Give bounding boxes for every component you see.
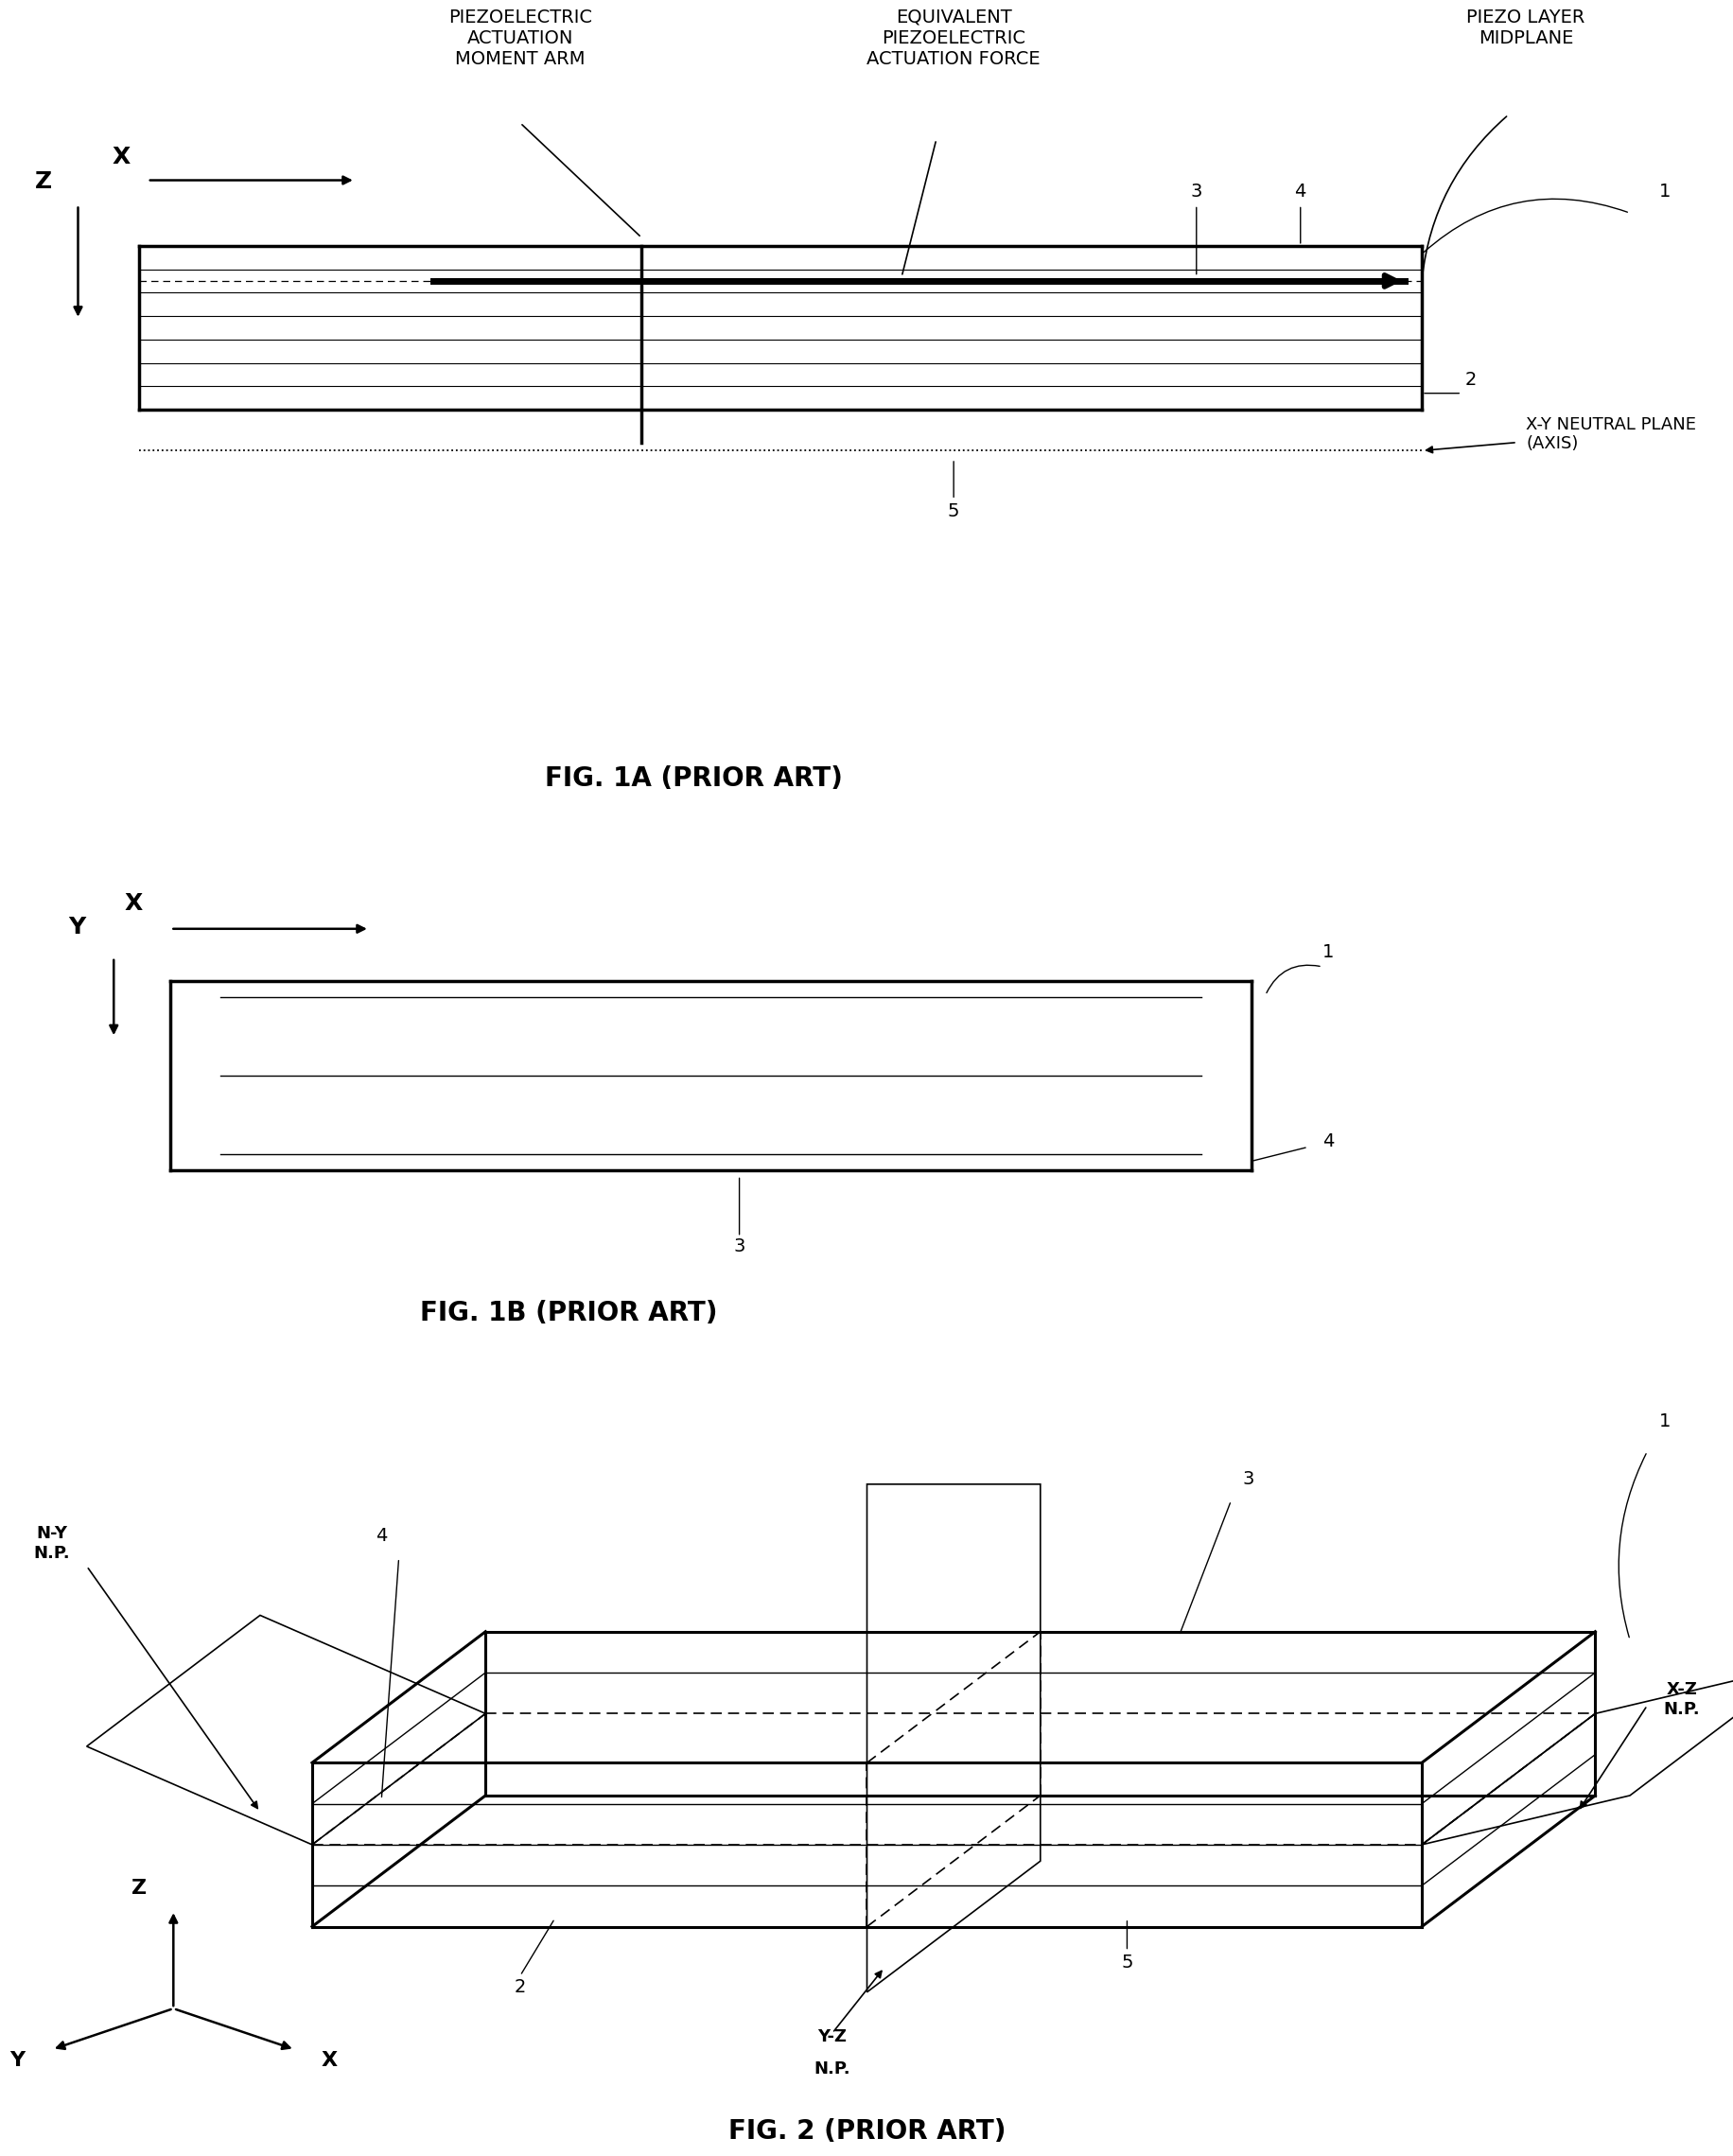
Text: 1: 1	[1658, 183, 1669, 201]
Text: FIG. 1A (PRIOR ART): FIG. 1A (PRIOR ART)	[544, 765, 842, 791]
Text: 5: 5	[948, 502, 958, 520]
Text: 3: 3	[1191, 183, 1201, 201]
Text: 4: 4	[376, 1526, 386, 1546]
Text: 2: 2	[1464, 371, 1477, 388]
Text: X: X	[111, 147, 130, 168]
Text: Y: Y	[68, 916, 85, 938]
Text: X: X	[321, 2050, 338, 2070]
Text: 3: 3	[733, 1238, 745, 1255]
Text: 4: 4	[1295, 183, 1305, 201]
Text: Y-Z: Y-Z	[818, 2029, 846, 2046]
Text: Z: Z	[35, 170, 52, 194]
Text: EQUIVALENT
PIEZOELECTRIC
ACTUATION FORCE: EQUIVALENT PIEZOELECTRIC ACTUATION FORCE	[866, 9, 1040, 67]
Text: X-Y NEUTRAL PLANE
(AXIS): X-Y NEUTRAL PLANE (AXIS)	[1525, 416, 1695, 453]
Text: N-Y
N.P.: N-Y N.P.	[33, 1524, 71, 1561]
Text: 5: 5	[1121, 1953, 1132, 1971]
Text: FIG. 2 (PRIOR ART): FIG. 2 (PRIOR ART)	[728, 2117, 1005, 2145]
Text: PIEZOELECTRIC
ACTUATION
MOMENT ARM: PIEZOELECTRIC ACTUATION MOMENT ARM	[449, 9, 591, 67]
Text: PIEZO LAYER
MIDPLANE: PIEZO LAYER MIDPLANE	[1466, 9, 1584, 47]
Text: Z: Z	[132, 1878, 146, 1897]
Text: FIG. 1B (PRIOR ART): FIG. 1B (PRIOR ART)	[419, 1300, 717, 1326]
Text: 2: 2	[515, 1977, 525, 1996]
Text: Y: Y	[10, 2050, 24, 2070]
Text: 1: 1	[1658, 1412, 1669, 1432]
Text: 1: 1	[1322, 942, 1333, 962]
Text: 3: 3	[1243, 1470, 1253, 1488]
Text: X: X	[123, 893, 142, 914]
Text: X-Z
N.P.: X-Z N.P.	[1662, 1682, 1700, 1718]
Text: 4: 4	[1322, 1132, 1333, 1151]
Text: N.P.: N.P.	[813, 2061, 851, 2078]
